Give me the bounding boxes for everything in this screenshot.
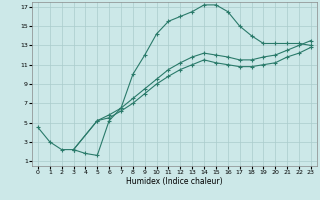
X-axis label: Humidex (Indice chaleur): Humidex (Indice chaleur)	[126, 177, 223, 186]
